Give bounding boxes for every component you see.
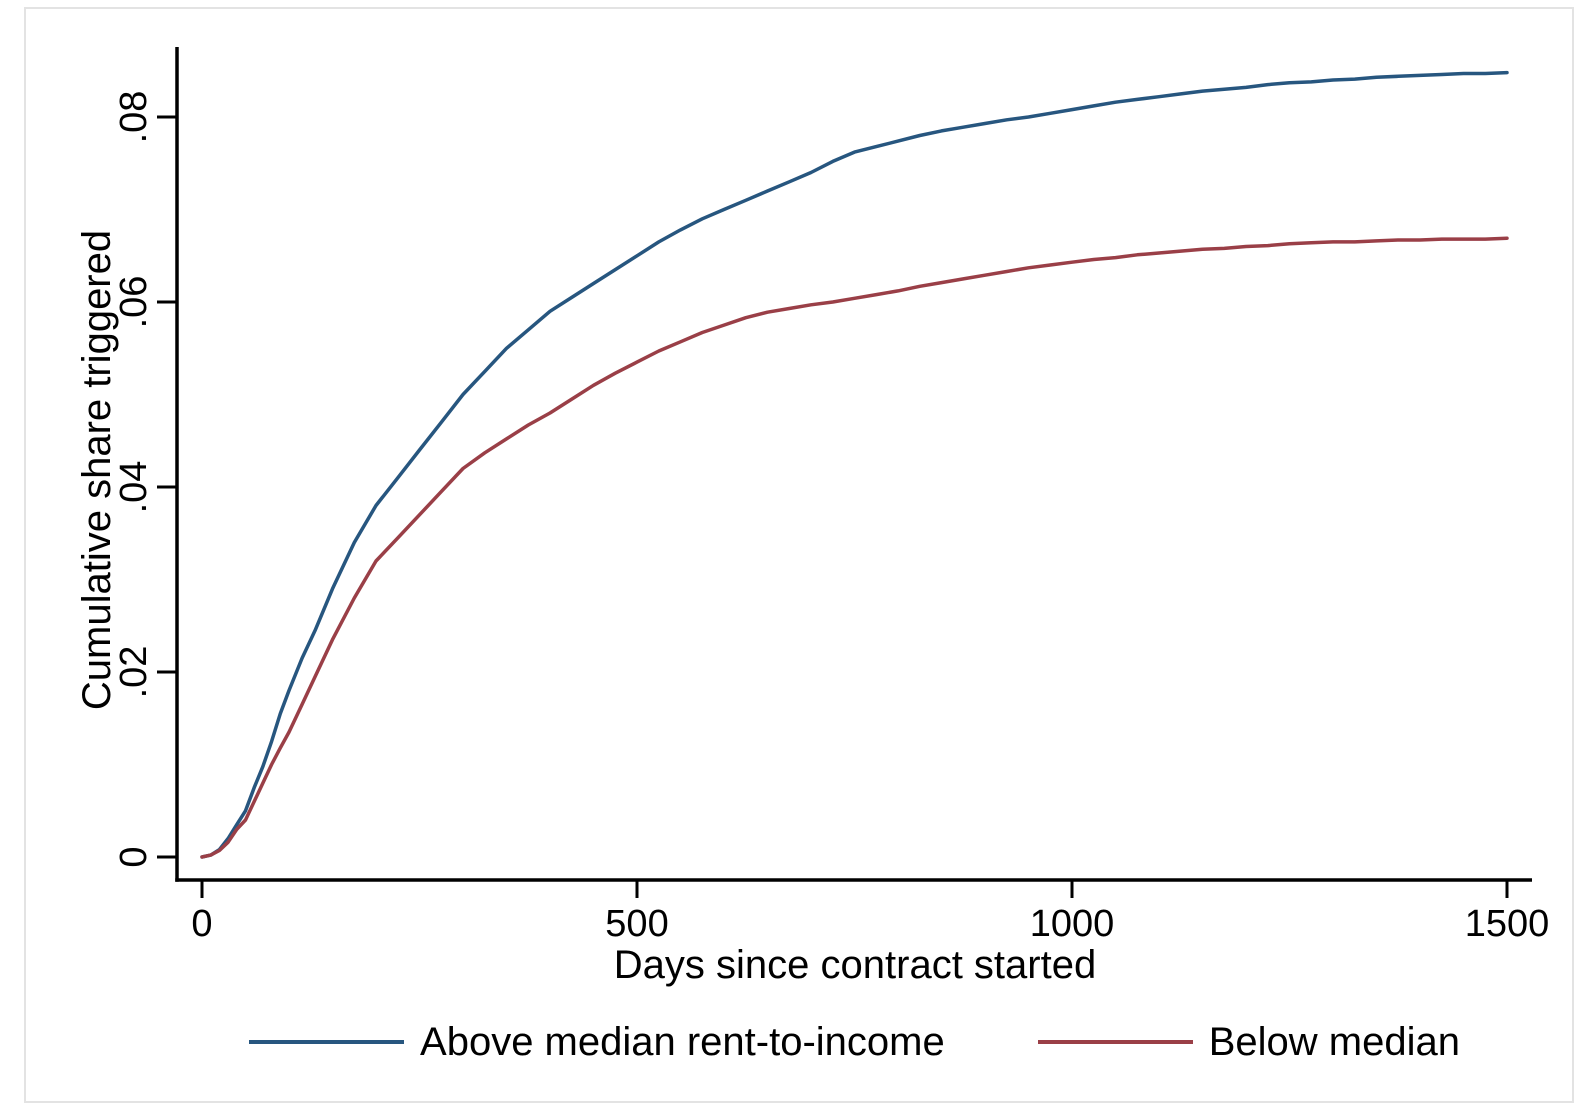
y-axis-title: Cumulative share triggered (75, 230, 119, 710)
axis-ticks: 0 500 1000 1500 0 .02 .04 .06 .08 (113, 91, 1549, 945)
legend-item-above-median: Above median rent-to-income (249, 1020, 945, 1065)
x-tick-label: 1500 (1465, 903, 1550, 945)
legend-line-above-median (249, 1040, 405, 1044)
y-tick-label: .02 (113, 646, 155, 699)
legend-item-below-median: Below median (1037, 1019, 1460, 1065)
series-line-1 (200, 236, 1509, 859)
legend-label-above-median: Above median rent-to-income (420, 1019, 945, 1064)
chart-frame (24, 7, 1574, 1103)
legend-line-below-median (1037, 1040, 1193, 1044)
x-tick-label: 1000 (1030, 903, 1115, 945)
y-tick-label: .08 (113, 91, 155, 144)
x-tick-label: 500 (605, 903, 668, 945)
legend-label-below-median: Below median (1208, 1019, 1460, 1064)
y-tick-label: .06 (113, 276, 155, 329)
series-line-0 (200, 70, 1509, 859)
legend: Above median rent-to-income Below median (177, 1012, 1532, 1072)
x-axis-title: Days since contract started (614, 943, 1096, 987)
y-tick-label: 0 (113, 846, 155, 867)
series-lines (200, 70, 1509, 859)
y-tick-label: .04 (113, 461, 155, 514)
x-tick-label: 0 (191, 903, 212, 945)
